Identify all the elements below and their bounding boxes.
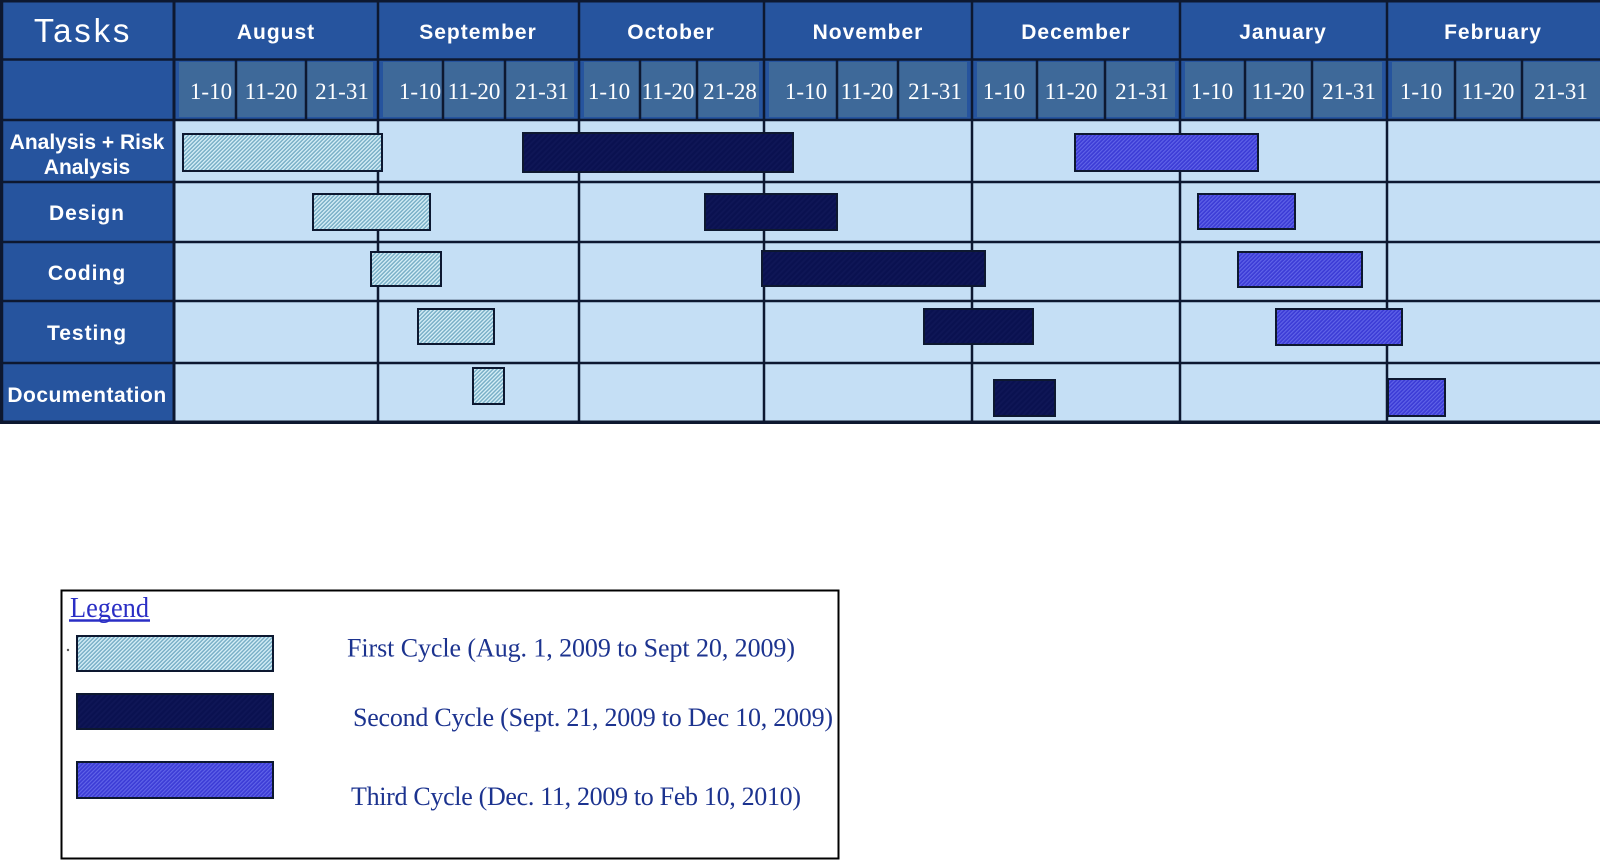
svg-text:Coding: Coding xyxy=(48,262,126,285)
svg-text:Analysis: Analysis xyxy=(44,156,130,179)
svg-text:11-20: 11-20 xyxy=(841,79,894,104)
svg-text:21-28: 21-28 xyxy=(703,79,757,104)
svg-text:1-10: 1-10 xyxy=(1400,79,1442,104)
svg-text:11-20: 11-20 xyxy=(1252,79,1305,104)
svg-text:Second Cycle (Sept. 21, 2009 t: Second Cycle (Sept. 21, 2009 to Dec 10, … xyxy=(353,703,833,732)
svg-text:September: September xyxy=(419,21,537,44)
svg-text:December: December xyxy=(1021,21,1131,44)
svg-text:February: February xyxy=(1444,21,1542,44)
svg-text:1-10: 1-10 xyxy=(588,79,630,104)
svg-text:Testing: Testing xyxy=(47,322,127,345)
svg-text:Tasks: Tasks xyxy=(34,12,132,49)
svg-text:First Cycle (Aug. 1, 2009 to: First Cycle (Aug. 1, 2009 to Sept 20, 20… xyxy=(347,634,795,663)
svg-text:11-20: 11-20 xyxy=(245,79,298,104)
svg-text:21-31: 21-31 xyxy=(1534,79,1588,104)
svg-text:21-31: 21-31 xyxy=(515,79,569,104)
svg-text:November: November xyxy=(813,21,924,44)
svg-text:11-20: 11-20 xyxy=(642,79,695,104)
svg-text:1-10: 1-10 xyxy=(399,79,441,104)
svg-text:21-31: 21-31 xyxy=(908,79,962,104)
svg-text:11-20: 11-20 xyxy=(448,79,501,104)
svg-text:21-31: 21-31 xyxy=(1115,79,1169,104)
svg-text:Documentation: Documentation xyxy=(7,384,166,407)
svg-text:Legend: Legend xyxy=(70,593,149,624)
svg-text:21-31: 21-31 xyxy=(315,79,369,104)
svg-text:11-20: 11-20 xyxy=(1045,79,1098,104)
svg-text:October: October xyxy=(627,21,715,44)
svg-text:11-20: 11-20 xyxy=(1462,79,1515,104)
svg-text:21-31: 21-31 xyxy=(1322,79,1376,104)
svg-text:Analysis + Risk: Analysis + Risk xyxy=(10,131,165,154)
svg-text:January: January xyxy=(1239,21,1327,44)
svg-text:1-10: 1-10 xyxy=(190,79,232,104)
svg-text:1-10: 1-10 xyxy=(785,79,827,104)
svg-text:Design: Design xyxy=(49,202,125,225)
svg-text:1-10: 1-10 xyxy=(983,79,1025,104)
svg-text:August: August xyxy=(237,21,315,44)
svg-text:1-10: 1-10 xyxy=(1191,79,1233,104)
svg-text:Third Cycle (Dec. 11, 2009 to: Third Cycle (Dec. 11, 2009 to Feb 10, 20… xyxy=(351,782,801,811)
